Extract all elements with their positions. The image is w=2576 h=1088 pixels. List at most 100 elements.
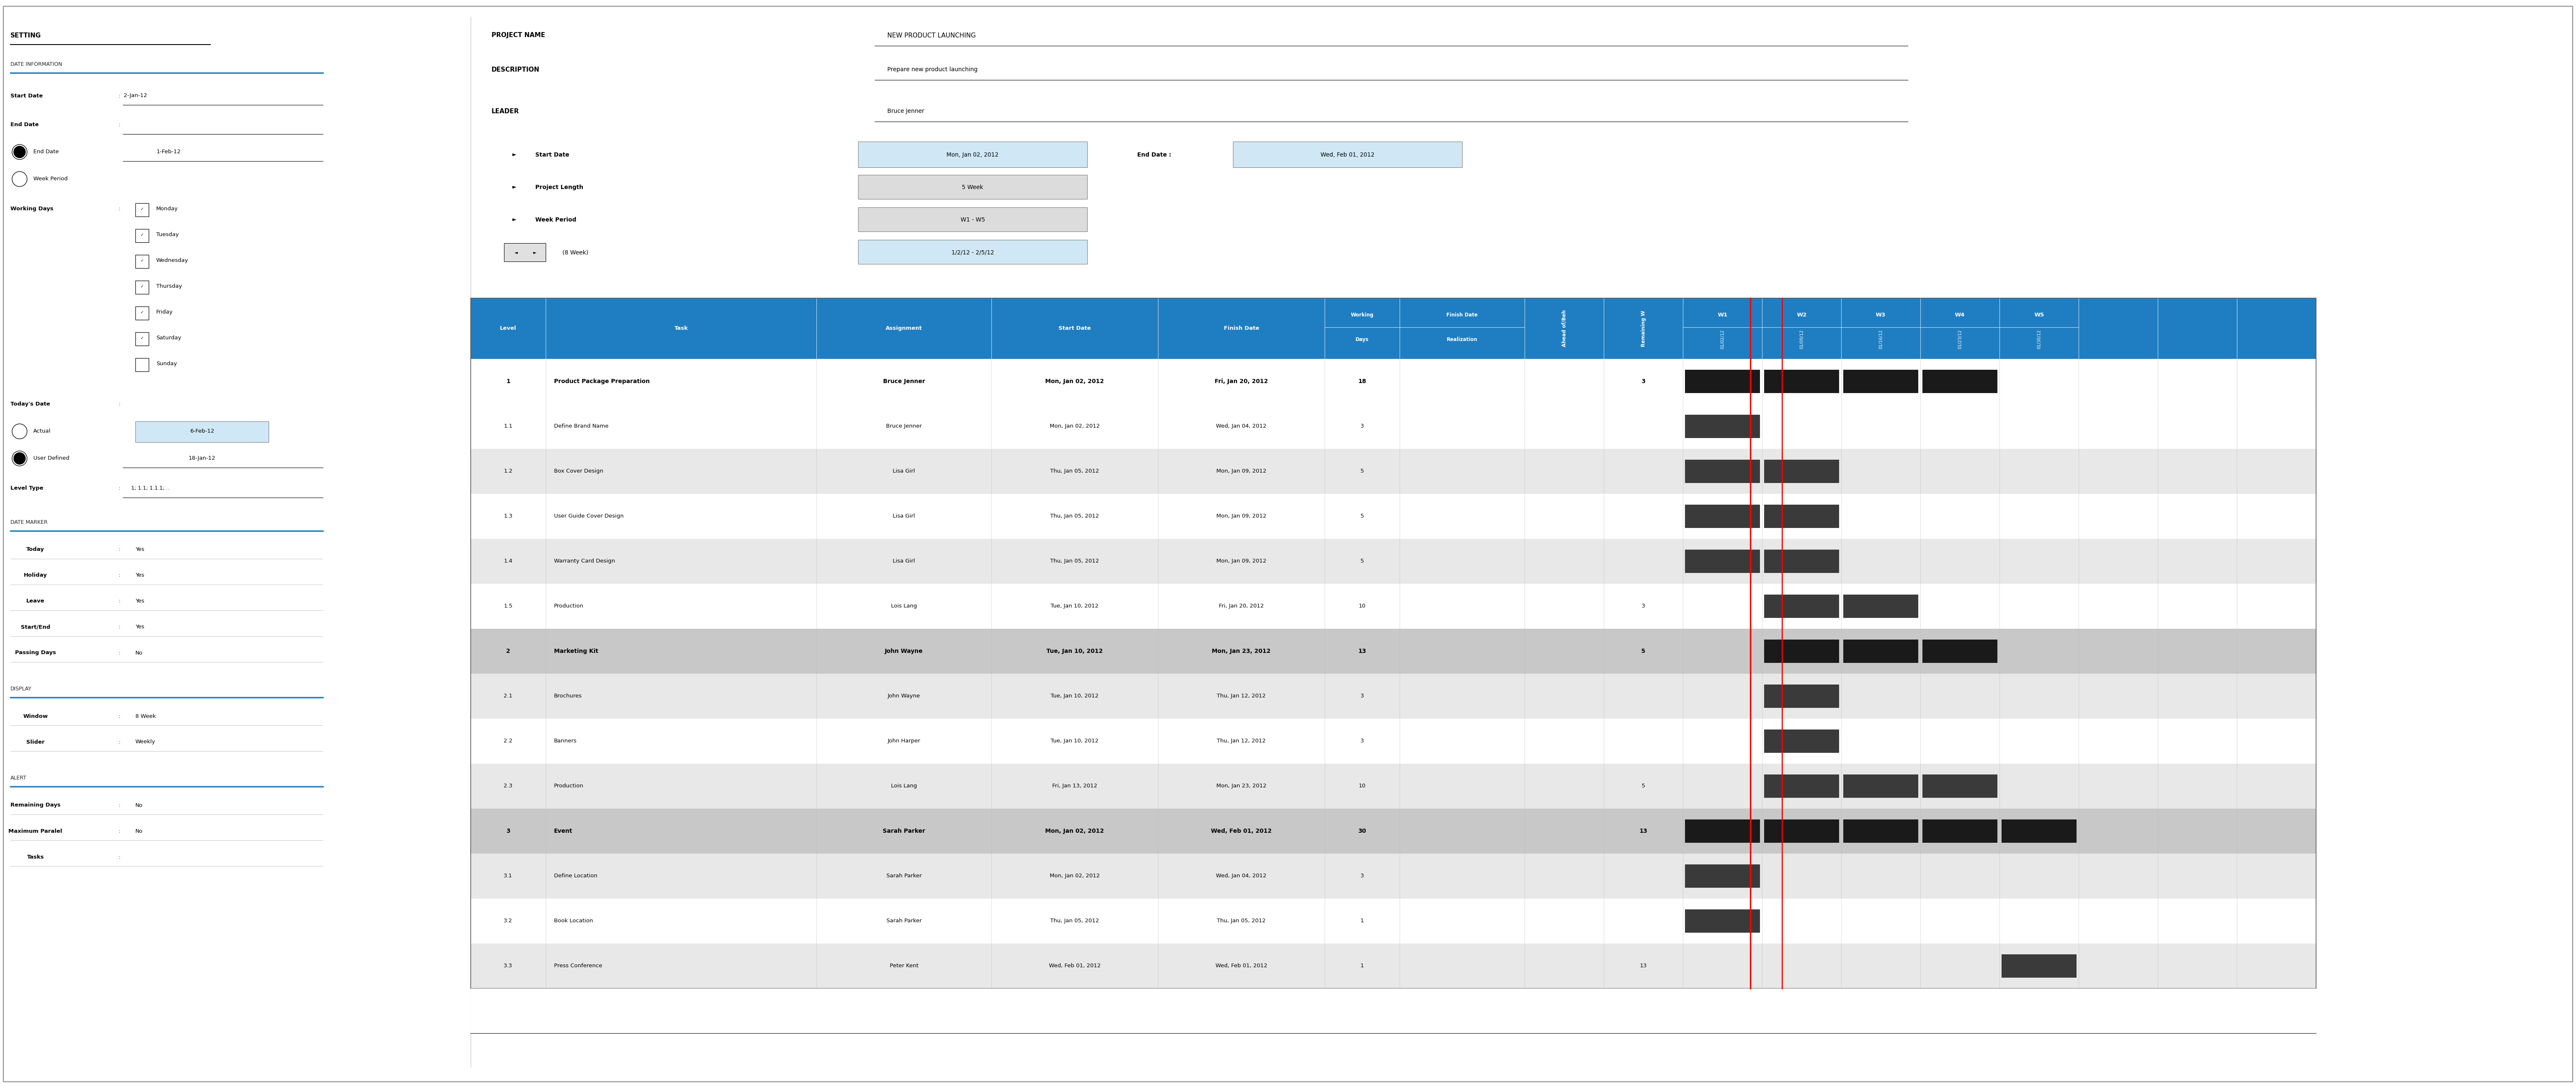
- Text: 2.2: 2.2: [505, 739, 513, 744]
- Text: Tue, Jan 10, 2012: Tue, Jan 10, 2012: [1051, 739, 1100, 744]
- Text: No: No: [137, 828, 142, 833]
- Text: Sunday: Sunday: [157, 361, 178, 367]
- Bar: [1685, 864, 1759, 888]
- Text: No: No: [137, 651, 142, 656]
- Text: Thu, Jan 05, 2012: Thu, Jan 05, 2012: [1051, 514, 1100, 519]
- Bar: [1685, 415, 1759, 438]
- Text: Fri, Jan 20, 2012: Fri, Jan 20, 2012: [1216, 379, 1267, 384]
- Bar: [1685, 549, 1759, 573]
- Text: Banners: Banners: [554, 739, 577, 744]
- Bar: [471, 404, 2316, 448]
- Text: 1.4: 1.4: [505, 558, 513, 564]
- Text: Passing Days: Passing Days: [15, 651, 57, 656]
- Text: 3.1: 3.1: [505, 874, 513, 879]
- Text: Assignment: Assignment: [886, 325, 922, 331]
- Text: Mon, Jan 23, 2012: Mon, Jan 23, 2012: [1216, 783, 1267, 789]
- Text: Define Location: Define Location: [554, 874, 598, 879]
- Text: ►: ►: [513, 152, 515, 158]
- Circle shape: [13, 453, 26, 465]
- Text: 1.5: 1.5: [505, 604, 513, 609]
- Text: Wed, Feb 01, 2012: Wed, Feb 01, 2012: [1211, 828, 1273, 833]
- Bar: [1844, 594, 1919, 618]
- Text: 18: 18: [1358, 379, 1365, 384]
- Text: Box Cover Design: Box Cover Design: [554, 469, 603, 474]
- Bar: [2002, 819, 2076, 843]
- Bar: [1685, 370, 1759, 393]
- Text: 1/2/12 - 2/5/12: 1/2/12 - 2/5/12: [951, 249, 994, 256]
- Text: 1; 1.1; 1.1.1; ..: 1; 1.1; 1.1.1; ..: [131, 485, 170, 491]
- Text: Wednesday: Wednesday: [157, 258, 188, 263]
- Bar: [471, 808, 2316, 853]
- Text: Bruce Jenner: Bruce Jenner: [886, 423, 922, 429]
- Text: Warranty Card Design: Warranty Card Design: [554, 558, 616, 564]
- Bar: [858, 239, 1087, 264]
- Text: Thu, Jan 05, 2012: Thu, Jan 05, 2012: [1051, 558, 1100, 564]
- Text: Days: Days: [1355, 336, 1368, 342]
- Text: Working Days: Working Days: [10, 207, 54, 212]
- Text: Yes: Yes: [137, 598, 144, 604]
- Text: Working: Working: [1350, 312, 1373, 318]
- Text: Lois Lang: Lois Lang: [891, 783, 917, 789]
- Text: Yes: Yes: [137, 625, 144, 630]
- Text: 3: 3: [507, 828, 510, 833]
- Text: DESCRIPTION: DESCRIPTION: [492, 66, 538, 73]
- Text: Tasks: Tasks: [26, 854, 44, 860]
- Text: Today's Date: Today's Date: [10, 401, 49, 407]
- Bar: [1922, 640, 1996, 663]
- Text: Maximum Paralel: Maximum Paralel: [8, 828, 62, 833]
- Text: End Date: End Date: [10, 122, 39, 127]
- Text: 1: 1: [505, 379, 510, 384]
- Text: End Date :: End Date :: [1136, 152, 1172, 158]
- Text: Production: Production: [554, 783, 585, 789]
- Text: 8 Week: 8 Week: [137, 714, 157, 719]
- Bar: [1765, 549, 1839, 573]
- Text: Mon, Jan 09, 2012: Mon, Jan 09, 2012: [1216, 469, 1267, 474]
- Text: Tue, Jan 10, 2012: Tue, Jan 10, 2012: [1051, 604, 1100, 609]
- Text: W5: W5: [2035, 312, 2043, 318]
- Text: 5 Week: 5 Week: [961, 185, 984, 190]
- Bar: [137, 358, 149, 371]
- Bar: [1765, 684, 1839, 708]
- Bar: [1765, 459, 1839, 483]
- Text: W2: W2: [1795, 312, 1806, 318]
- Text: W1: W1: [1718, 312, 1728, 318]
- Text: 01/23/12: 01/23/12: [1958, 330, 1963, 349]
- Text: User Guide Cover Design: User Guide Cover Design: [554, 514, 623, 519]
- Text: Week Period: Week Period: [33, 176, 67, 182]
- Bar: [1765, 729, 1839, 753]
- Text: John Wayne: John Wayne: [884, 648, 922, 654]
- Text: 18-Jan-12: 18-Jan-12: [188, 456, 216, 461]
- Bar: [858, 141, 1087, 168]
- Text: Tue, Jan 10, 2012: Tue, Jan 10, 2012: [1051, 693, 1100, 698]
- Text: Define Brand Name: Define Brand Name: [554, 423, 608, 429]
- Text: Mon, Jan 09, 2012: Mon, Jan 09, 2012: [1216, 558, 1267, 564]
- Bar: [137, 281, 149, 294]
- Text: DISPLAY: DISPLAY: [10, 687, 31, 692]
- Text: Mon, Jan 02, 2012: Mon, Jan 02, 2012: [1046, 379, 1105, 384]
- Text: W4: W4: [1955, 312, 1965, 318]
- Text: 01/09/12: 01/09/12: [1801, 330, 1803, 349]
- Text: 3: 3: [1360, 693, 1363, 698]
- Bar: [1844, 640, 1919, 663]
- Text: Product Package Preparation: Product Package Preparation: [554, 379, 649, 384]
- Text: Thu, Jan 12, 2012: Thu, Jan 12, 2012: [1216, 693, 1265, 698]
- Bar: [1765, 640, 1839, 663]
- Bar: [471, 359, 2316, 404]
- Bar: [1685, 819, 1759, 843]
- Text: Lisa Girl: Lisa Girl: [894, 469, 914, 474]
- Text: Mon, Jan 02, 2012: Mon, Jan 02, 2012: [945, 152, 999, 158]
- Text: Leave: Leave: [26, 598, 44, 604]
- Text: DATE MARKER: DATE MARKER: [10, 520, 46, 526]
- Text: DATE INFORMATION: DATE INFORMATION: [10, 62, 62, 67]
- Text: Wed, Feb 01, 2012: Wed, Feb 01, 2012: [1216, 963, 1267, 968]
- Text: Wed, Jan 04, 2012: Wed, Jan 04, 2012: [1216, 874, 1267, 879]
- Bar: [1765, 775, 1839, 798]
- Bar: [1844, 819, 1919, 843]
- Text: 10: 10: [1358, 783, 1365, 789]
- Text: Wed, Feb 01, 2012: Wed, Feb 01, 2012: [1321, 152, 1376, 158]
- Text: Window: Window: [23, 714, 49, 719]
- Text: Wed, Feb 01, 2012: Wed, Feb 01, 2012: [1048, 963, 1100, 968]
- Text: Level: Level: [500, 325, 515, 331]
- Text: Brochures: Brochures: [554, 693, 582, 698]
- Bar: [1685, 910, 1759, 932]
